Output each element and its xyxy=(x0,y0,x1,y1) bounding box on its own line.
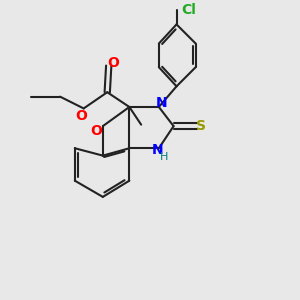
Text: N: N xyxy=(152,143,163,157)
Text: O: O xyxy=(107,56,119,70)
Text: O: O xyxy=(76,109,88,123)
Text: N: N xyxy=(155,96,167,110)
Text: Cl: Cl xyxy=(181,3,196,17)
Text: S: S xyxy=(196,119,206,133)
Text: H: H xyxy=(160,152,168,162)
Text: O: O xyxy=(90,124,102,138)
